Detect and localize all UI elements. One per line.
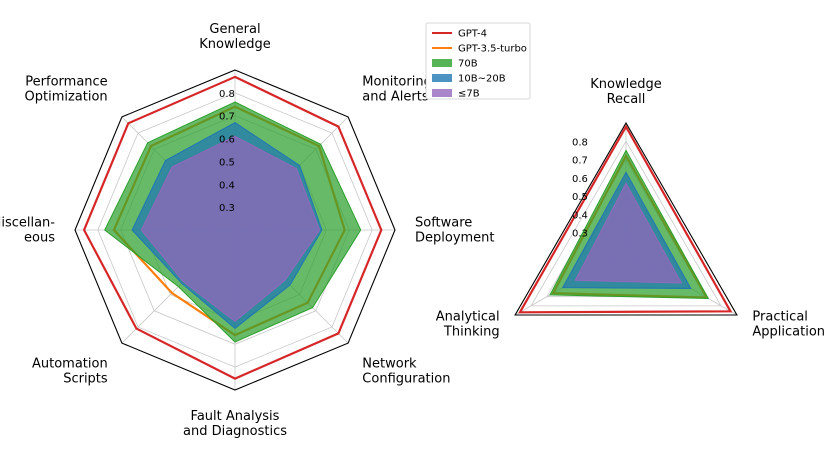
tick-label-0-3: 0.3 [219, 203, 235, 214]
tick-label-0-4: 0.4 [219, 180, 235, 191]
tick-label-0-8: 0.8 [219, 89, 235, 100]
radar-chart-abilities: 0.3 0.4 0.5 0.6 0.7 0.8 Knowledge Recall Practic… [436, 77, 825, 340]
radar-frame [74, 69, 396, 391]
legend-label-70b: 70B [458, 59, 478, 70]
legend-label-gpt-3-5-turbo: GPT-3.5-turbo [458, 44, 527, 55]
tick-label-0-5: 0.5 [219, 157, 235, 168]
tick-label-0-8: 0.8 [572, 137, 588, 148]
axis-label-fault-analysis-and-diagnostics: Fault Analysis and Diagnostics [183, 409, 287, 439]
axis-label-performance-optimization: Performance Optimization [25, 75, 108, 105]
gridline-0-8 [530, 140, 722, 307]
series-7b-area [574, 182, 683, 284]
tick-label-0-6: 0.6 [219, 135, 235, 146]
axis-label-monitoring-and-alerts: Monitoring and Alerts [362, 75, 432, 105]
axis-label-miscellan-eous: Miscellan-eous [0, 216, 55, 246]
legend-swatch-70b [432, 59, 452, 67]
axis-label-analytical-thinking: Analytical Thinking [436, 310, 500, 340]
tick-label-0-6: 0.6 [572, 174, 588, 185]
tick-label-0-5: 0.5 [572, 192, 588, 203]
legend: GPT-4 GPT-3.5-turbo 70B 10B~20B ≤7B [425, 22, 531, 100]
tick-label-0-3: 0.3 [572, 229, 588, 240]
legend-label-10b-20b: 10B~20B [458, 74, 506, 85]
axis-label-software-deployment: Software Deployment [415, 216, 495, 246]
radar-chart-categories: 0.3 0.4 0.5 0.6 0.7 0.8 General Knowledge Monito… [0, 22, 495, 439]
radar-frame [514, 121, 738, 316]
tick-label-0-7: 0.7 [572, 156, 588, 167]
axis-label-general-knowledge: General Knowledge [199, 22, 270, 52]
tick-label-0-4: 0.4 [572, 210, 588, 221]
axis-label-knowledge-recall: Knowledge Recall [590, 77, 661, 107]
legend-label-gpt-4: GPT-4 [458, 29, 487, 40]
axis-label-network-configuration: Network Configuration [362, 356, 450, 386]
series-gpt-4-line [517, 124, 733, 314]
legend-label-7b: ≤7B [458, 89, 480, 100]
axis-label-practical-application: Practical Application [752, 310, 825, 340]
axis-label-automation-scripts: Automation Scripts [32, 356, 108, 386]
legend-swatch-7b [432, 89, 452, 97]
legend-swatch-10b-20b [432, 74, 452, 82]
tick-label-0-7: 0.7 [219, 112, 235, 123]
